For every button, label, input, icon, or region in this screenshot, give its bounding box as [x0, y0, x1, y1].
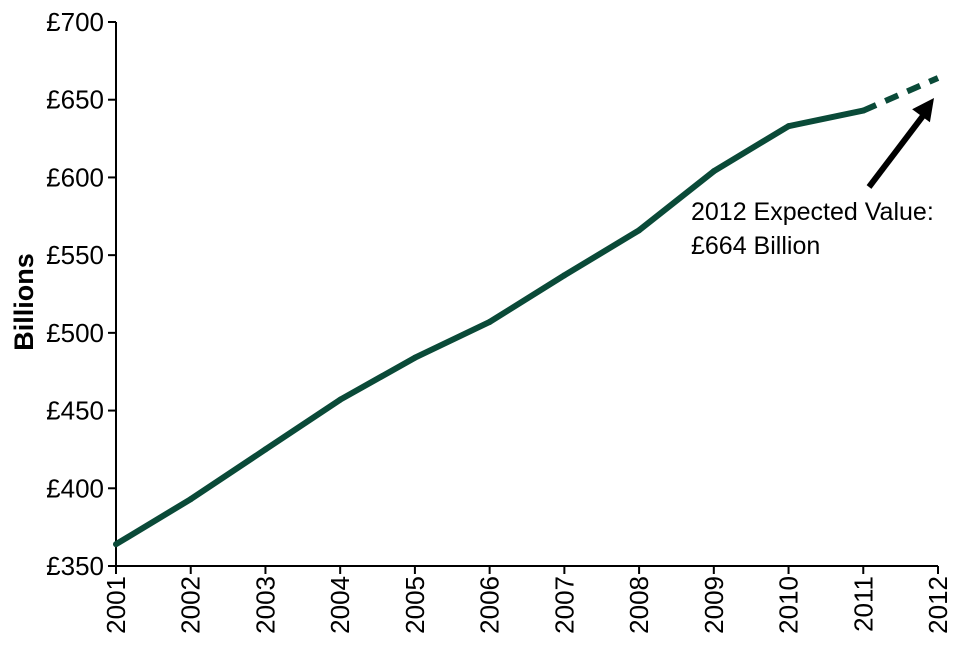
y-tick-label: £550 — [46, 240, 104, 270]
x-tick-label: 2005 — [400, 576, 430, 634]
axes — [115, 22, 938, 567]
x-tick-label: 2002 — [176, 576, 206, 634]
y-tick-label: £700 — [46, 7, 104, 37]
series-segment — [561, 227, 643, 279]
x-tick-label: 2004 — [325, 576, 355, 634]
series-segment-dashed — [862, 75, 940, 114]
series-segment — [262, 396, 344, 453]
series-layer — [113, 75, 940, 548]
x-tick-label: 2010 — [774, 576, 804, 634]
x-ticks: 2001 2002 2003 2004 2005 2006 2007 2008 2009 2010… — [101, 566, 953, 634]
series-segment — [710, 123, 792, 175]
x-tick-label: 2008 — [624, 576, 654, 634]
x-tick-label: 2001 — [101, 576, 131, 634]
y-tick-label: £400 — [46, 473, 104, 503]
y-axis-title: Billions — [9, 253, 39, 351]
y-ticks: £350 £400 £450 £500 £550 £600 £650 £700 — [46, 7, 116, 581]
annotation-line-2: £664 Billion — [691, 232, 820, 260]
series-segment — [337, 354, 418, 403]
x-tick-label: 2003 — [250, 576, 280, 634]
series-segment — [187, 446, 269, 503]
series-segment — [113, 496, 194, 548]
x-tick-label: 2006 — [475, 576, 505, 634]
x-tick-label: 2011 — [848, 576, 878, 632]
y-tick-label: £500 — [46, 318, 104, 348]
y-tick-label: £650 — [46, 85, 104, 115]
y-tick-label: £600 — [46, 162, 104, 192]
y-tick-label: £350 — [46, 551, 104, 581]
annotation-arrow-head — [912, 97, 934, 123]
series-segment — [785, 107, 867, 130]
series-segment — [486, 272, 568, 325]
annotation-arrow-shaft — [866, 106, 932, 189]
x-tick-label: 2009 — [699, 576, 729, 634]
x-tick-label: 2007 — [549, 576, 579, 634]
annotation-line-1: 2012 Expected Value: — [691, 198, 934, 226]
series-segment — [411, 318, 493, 361]
y-tick-label: £450 — [46, 396, 104, 426]
series-segment — [636, 168, 717, 234]
x-tick-label: 2012 — [923, 576, 953, 634]
annotation: 2012 Expected Value: £664 Billion — [691, 97, 934, 260]
